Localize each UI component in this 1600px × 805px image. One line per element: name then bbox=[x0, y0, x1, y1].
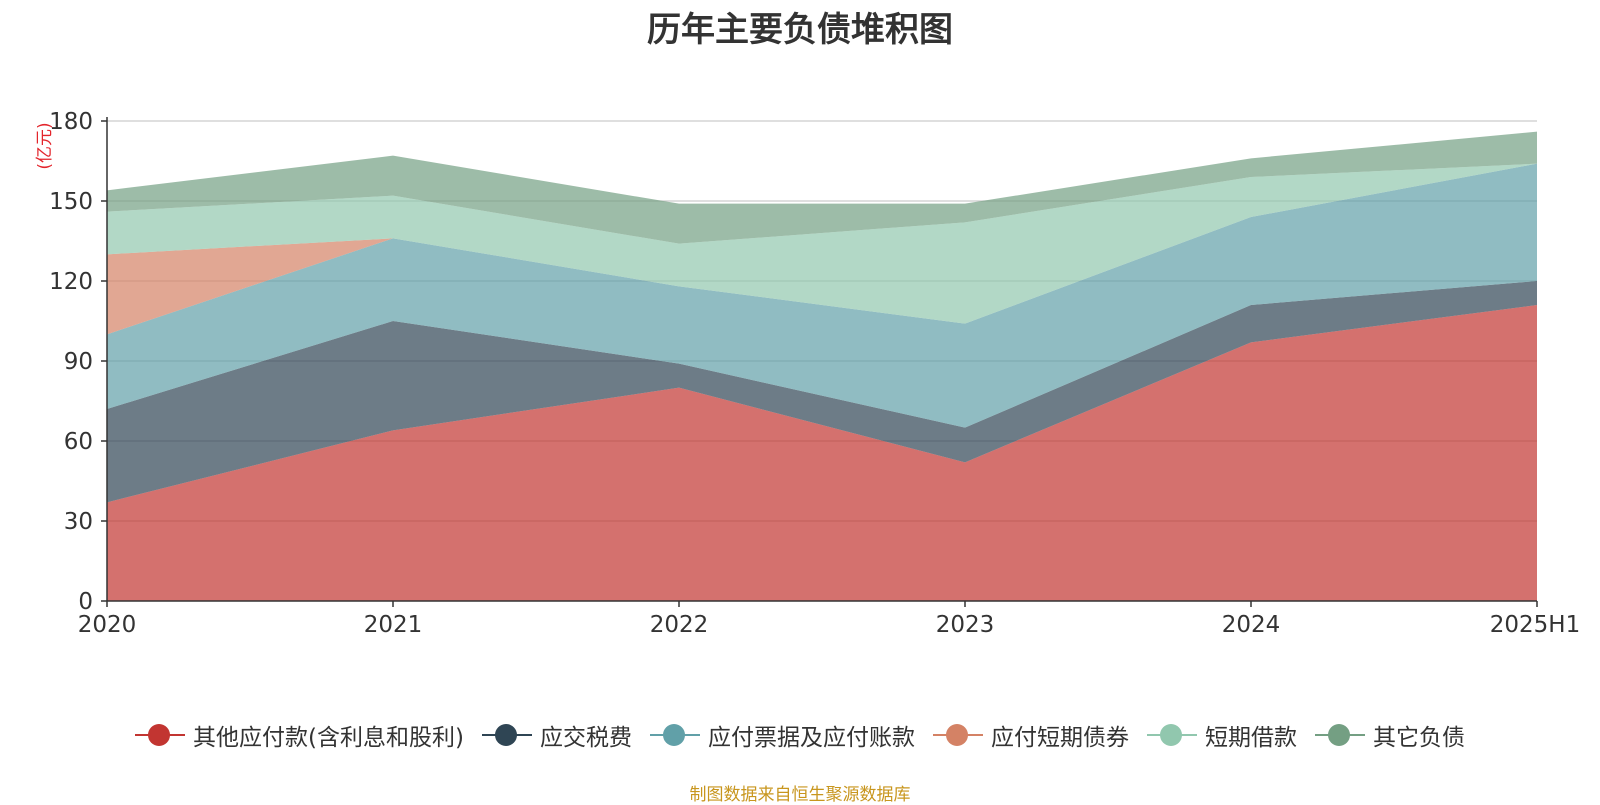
chart-title: 历年主要负债堆积图 bbox=[647, 10, 953, 50]
y-tick-label: 150 bbox=[49, 189, 93, 215]
x-tick-label: 2025H1 bbox=[1490, 612, 1580, 638]
legend-label: 短期借款 bbox=[1204, 725, 1297, 751]
legend-marker-icon bbox=[135, 723, 186, 747]
legend-item-2[interactable]: 应交税费 bbox=[481, 718, 632, 752]
legend-label: 应交税费 bbox=[539, 725, 632, 751]
stacked-areas bbox=[107, 131, 1537, 601]
legend-marker-icon bbox=[481, 723, 532, 747]
x-tick-label: 2020 bbox=[78, 612, 137, 638]
legend-marker-icon bbox=[1314, 723, 1365, 747]
legend-label: 其他应付款(含利息和股利) bbox=[193, 725, 464, 751]
legend-item-6[interactable]: 其它负债 bbox=[1314, 718, 1465, 752]
legend-item-4[interactable]: 应付短期债券 bbox=[932, 718, 1129, 752]
area-series-2 bbox=[107, 281, 1537, 503]
legend-marker-icon bbox=[932, 723, 983, 747]
legend-label: 其它负债 bbox=[1372, 725, 1465, 751]
legend-label: 应付短期债券 bbox=[990, 725, 1129, 751]
area-series-1 bbox=[107, 305, 1537, 601]
y-tick-label: 90 bbox=[64, 349, 93, 375]
legend-item-5[interactable]: 短期借款 bbox=[1146, 718, 1297, 752]
x-tick-label: 2022 bbox=[650, 612, 709, 638]
x-tick-label: 2024 bbox=[1222, 612, 1281, 638]
y-tick-label: 0 bbox=[78, 589, 93, 615]
legend: 其他应付款(含利息和股利) 应交税费 应付票据及应付账款 应付短期债券 短期借款 其它负债 bbox=[0, 718, 1600, 752]
legend-item-3[interactable]: 应付票据及应付账款 bbox=[649, 718, 915, 752]
y-axis-unit-label: (亿元) bbox=[35, 122, 55, 169]
legend-item-1[interactable]: 其他应付款(含利息和股利) bbox=[135, 718, 464, 752]
x-tick-label: 2021 bbox=[364, 612, 423, 638]
y-tick-label: 60 bbox=[64, 429, 93, 455]
axes: 0 30 60 90 120 150 180 2020 2021 2022 2023 2024 2025… bbox=[49, 109, 1580, 638]
area-series-5 bbox=[107, 163, 1537, 324]
source-note: 制图数据来自恒生聚源数据库 bbox=[689, 785, 911, 805]
legend-label: 应付票据及应付账款 bbox=[707, 725, 915, 751]
x-tick-label: 2023 bbox=[936, 612, 995, 638]
y-tick-label: 120 bbox=[49, 269, 93, 295]
area-series-3 bbox=[107, 163, 1537, 428]
y-tick-label: 180 bbox=[49, 109, 93, 135]
y-tick-label: 30 bbox=[64, 509, 93, 535]
legend-marker-icon bbox=[649, 723, 700, 747]
area-series-6 bbox=[107, 131, 1537, 244]
legend-marker-icon bbox=[1146, 723, 1197, 747]
